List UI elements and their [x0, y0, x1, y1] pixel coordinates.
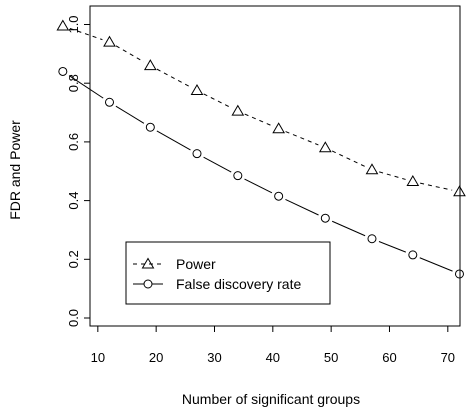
y-tick-label: 1.0	[66, 15, 81, 33]
x-tick-label: 30	[207, 350, 221, 365]
y-tick-label: 0.6	[66, 133, 81, 151]
power-line-segment	[156, 68, 191, 88]
legend-marker-triangle-icon	[141, 257, 155, 269]
power-line-segment	[203, 93, 232, 109]
fdr-point	[408, 250, 418, 260]
power-point	[272, 122, 286, 134]
legend-box	[125, 241, 331, 305]
y-tick-label: 0.4	[66, 192, 81, 210]
power-point	[318, 141, 332, 153]
power-point	[56, 19, 70, 31]
power-point	[365, 163, 379, 175]
power-point	[453, 185, 466, 197]
fdr-line-segment	[68, 75, 104, 99]
fdr-point	[104, 97, 114, 107]
fdr-line-segment	[378, 241, 407, 253]
series-layer	[56, 19, 466, 279]
power-point	[143, 59, 157, 71]
fdr-line-segment	[419, 257, 453, 272]
fdr-line-segment	[244, 178, 273, 194]
fdr-point	[145, 122, 155, 132]
x-tick-label: 60	[382, 350, 396, 365]
fdr-point	[454, 269, 464, 279]
power-point	[231, 104, 245, 116]
power-line-segment	[69, 27, 103, 41]
power-line-segment	[285, 131, 319, 146]
x-tick-label: 10	[91, 350, 105, 365]
series-fdr	[58, 66, 464, 279]
power-line-segment	[244, 113, 272, 127]
x-tick-label: 70	[441, 350, 455, 365]
fdr-point	[367, 234, 377, 244]
fdr-point	[274, 191, 284, 201]
power-line-segment	[331, 150, 366, 168]
x-axis: 10 20 30 40 50 60 70	[91, 326, 455, 365]
fdr-line-segment	[156, 130, 191, 151]
power-point	[103, 35, 116, 47]
x-tick-label: 20	[149, 350, 163, 365]
fdr-line-segment	[203, 156, 232, 173]
power-point	[406, 175, 420, 187]
fdr-point	[58, 66, 68, 76]
y-axis-title: FDR and Power	[7, 120, 23, 220]
y-tick-label: 0.0	[66, 309, 81, 327]
power-line-segment	[420, 182, 453, 191]
fdr-point	[320, 213, 330, 223]
legend-marker-circle-icon	[143, 279, 153, 289]
power-point	[190, 84, 204, 96]
y-tick-label: 0.2	[66, 250, 81, 268]
legend: Power False discovery rate	[125, 241, 331, 305]
fdr-line-segment	[285, 198, 319, 216]
power-line-segment	[115, 45, 145, 63]
legend-label-power: Power	[176, 256, 216, 272]
y-tick-label: 0.8	[66, 74, 81, 92]
fdr-point	[233, 171, 243, 181]
x-tick-label: 50	[324, 350, 338, 365]
plot-frame	[89, 5, 461, 327]
x-axis-title: Number of significant groups	[182, 391, 360, 407]
series-power	[56, 19, 466, 197]
x-tick-label: 40	[266, 350, 280, 365]
y-axis: 0.0 0.2 0.4 0.6 0.8 1.0	[66, 15, 90, 327]
legend-label-fdr: False discovery rate	[176, 276, 301, 292]
power-line-segment	[379, 171, 406, 180]
fdr-line-segment	[331, 220, 366, 237]
fdr-point	[192, 149, 202, 159]
fdr-line-segment	[115, 105, 145, 124]
